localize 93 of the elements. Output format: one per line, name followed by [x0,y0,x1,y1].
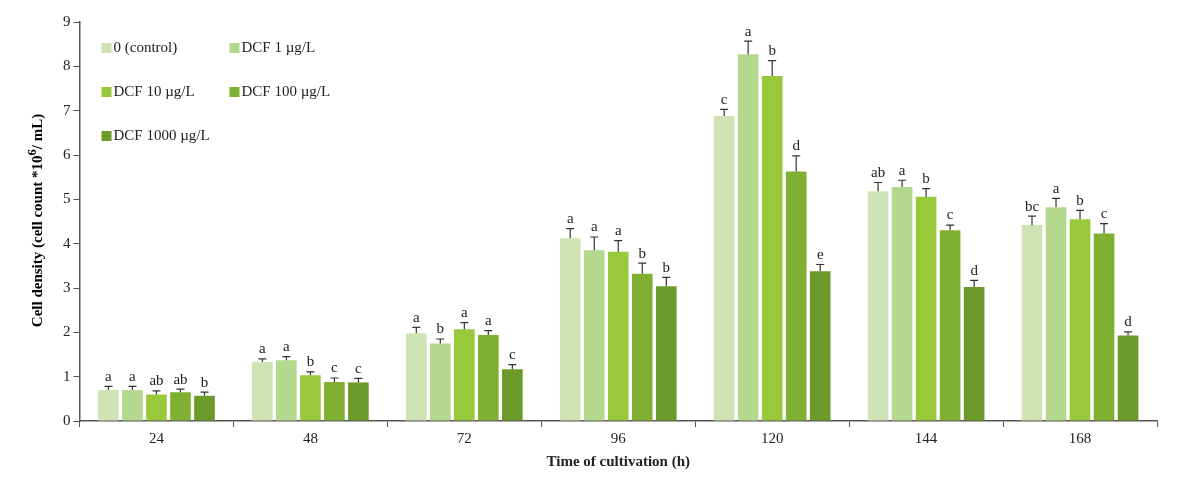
bar [324,381,345,421]
data-label: a [412,308,420,325]
bar [655,286,677,421]
y-tick-label: 8 [63,57,71,74]
x-tick-label: 72 [456,429,472,446]
x-tick-label: 120 [760,429,784,446]
y-tick-label: 0 [63,411,71,428]
bar [713,115,735,421]
bar [963,287,985,421]
data-label: c [946,206,954,223]
y-tick-label: 9 [63,12,71,29]
x-tick-label: 144 [914,429,938,446]
bar [405,333,427,421]
bar [429,343,451,421]
data-label: a [898,161,906,178]
bar [915,196,937,421]
bar [583,250,605,421]
data-label: a [590,218,598,235]
legend-label: DCF 100 µg/L [241,82,331,99]
bar [454,329,475,421]
bar [348,382,369,421]
y-tick-label: 7 [63,101,71,118]
bar [785,171,807,421]
data-label: c [1100,205,1108,222]
bar [276,360,297,421]
bar [939,230,961,421]
bar [1117,335,1139,421]
data-label: d [1124,313,1133,330]
bar [867,191,889,421]
y-tick-label: 2 [63,323,71,340]
data-label: a [614,222,622,238]
data-label: ab [871,163,886,180]
bar [478,334,499,421]
data-label: c [509,346,517,363]
x-tick-label: 168 [1068,429,1092,446]
bar [631,273,653,421]
bar [737,54,759,421]
bar [194,395,215,421]
bar [146,394,167,421]
data-label: a [129,367,137,384]
bar [607,251,629,421]
y-tick-label: 3 [63,278,71,295]
data-label: d [792,137,801,154]
data-label: a [485,312,492,328]
legend-label: DCF 1000 µg/L [113,126,210,143]
y-tick-label: 1 [63,367,71,384]
data-label: c [331,359,339,376]
bar [891,186,913,421]
y-tick-label: 5 [63,190,71,207]
data-label: b [768,42,776,59]
bar [98,389,119,421]
data-label: a [460,304,468,321]
bar [1069,219,1091,421]
x-tick-label: 48 [302,429,318,446]
legend-label: DCF 10 µg/L [113,82,195,99]
data-label: b [200,373,209,390]
y-tick-label: 4 [63,234,71,251]
bar [559,238,581,421]
x-tick-label: 24 [148,429,165,446]
data-label: c [720,90,728,107]
data-label: a [744,22,752,39]
data-label: a [1052,179,1060,196]
data-label: ab [173,370,188,387]
bar [1045,207,1067,421]
bar [122,389,143,421]
bar [761,76,783,421]
bar [1021,225,1043,421]
data-label: e [816,245,824,262]
data-label: b [638,244,647,261]
data-label: b [922,170,930,187]
data-label: a [566,210,574,227]
data-label: a [259,340,267,357]
y-tick-label: 6 [63,145,71,162]
data-label: bc [1024,197,1040,214]
x-axis-title: Time of cultivation (h) [546,452,690,470]
data-label: c [355,359,363,376]
data-label: ab [149,372,164,389]
bar [170,392,191,421]
data-label: b [662,258,671,275]
bar [300,375,321,421]
bar [502,369,523,421]
bar [252,362,273,421]
legend-label: DCF 1 µg/L [241,38,316,55]
data-label: a [105,367,113,384]
data-label: b [436,320,445,337]
data-label: b [306,353,315,370]
data-label: d [970,261,979,278]
data-label: b [1076,191,1084,208]
legend-label: 0 (control) [113,38,178,56]
data-label: a [283,338,291,355]
bar [1093,233,1115,421]
x-tick-label: 96 [610,429,627,446]
bar [809,271,831,421]
